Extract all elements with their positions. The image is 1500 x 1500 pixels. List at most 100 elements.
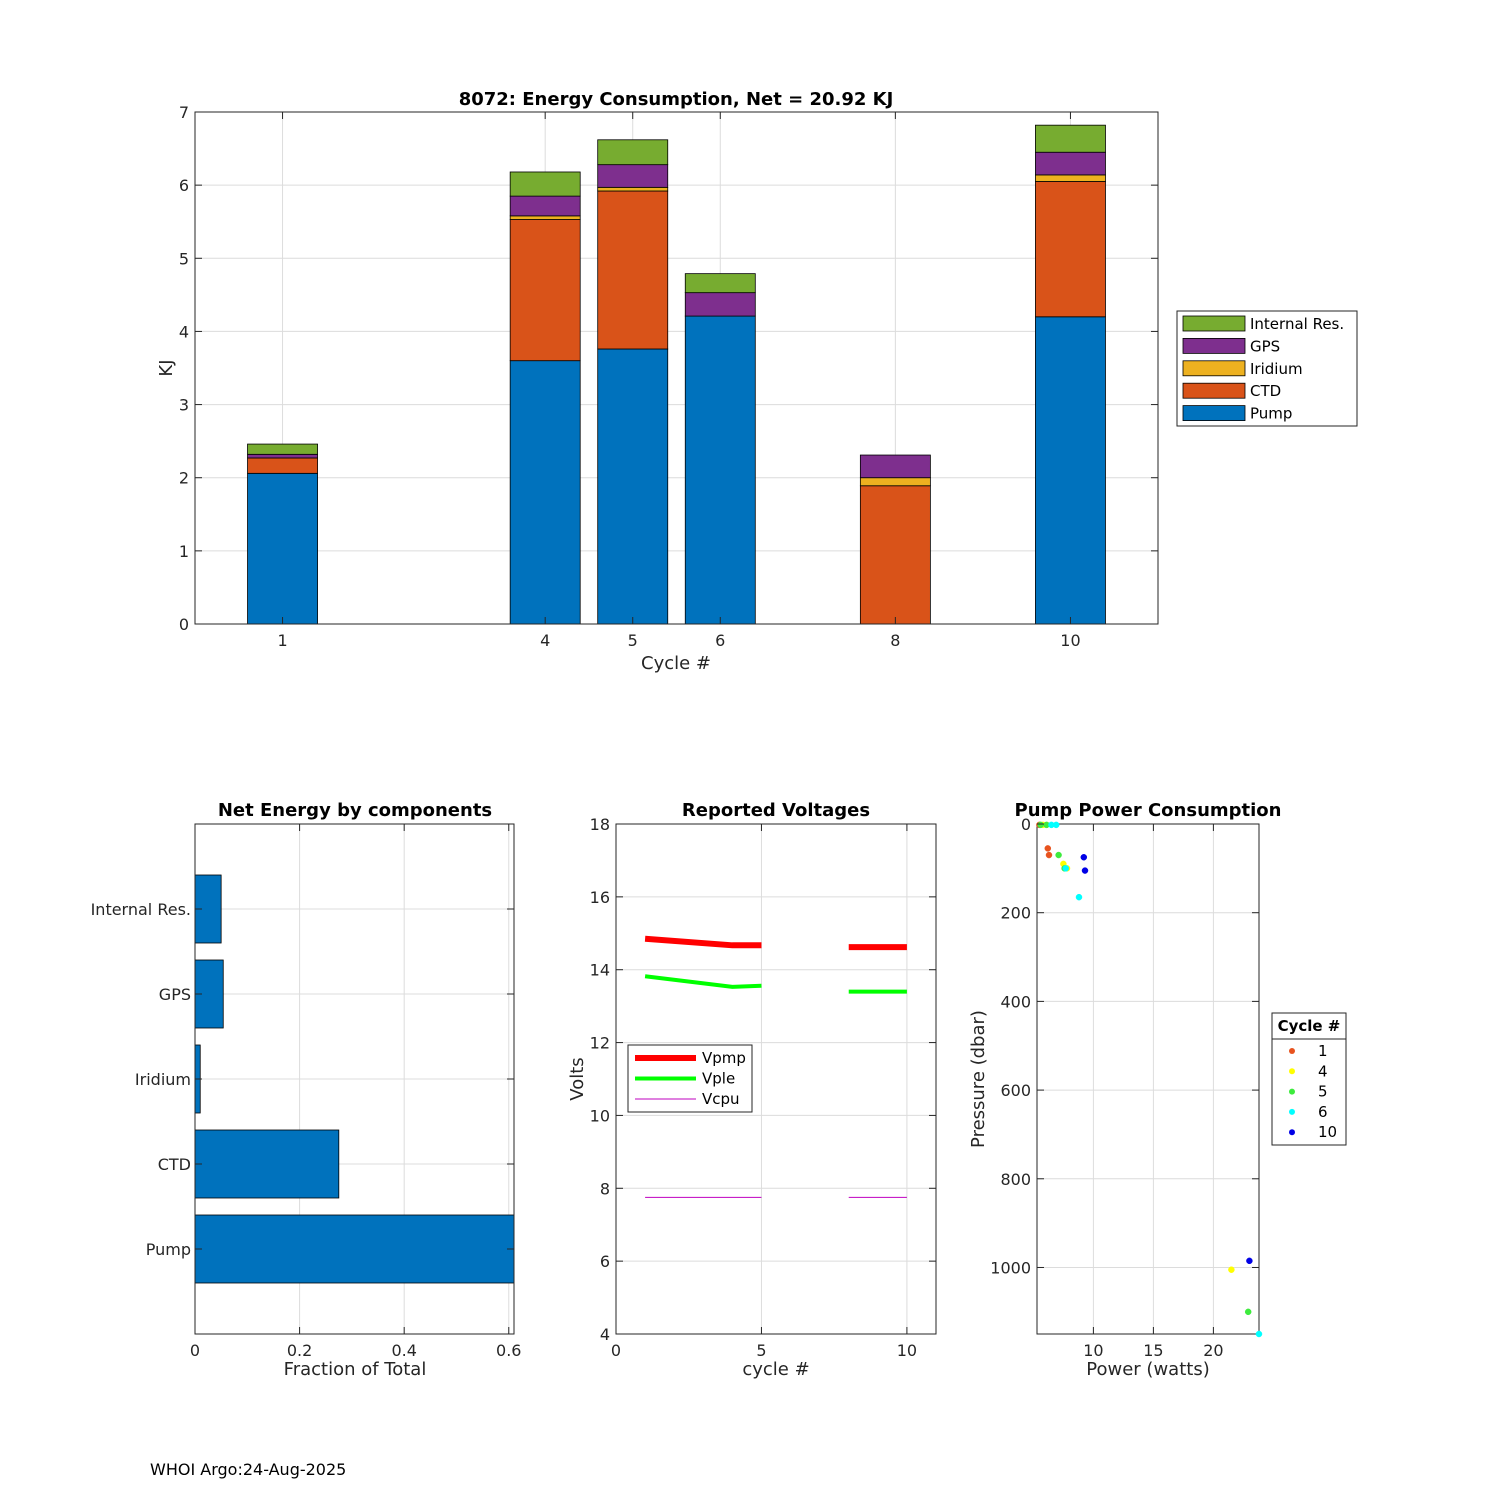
pump-power-chart: Pump Power Consumption 0 200 400 600 800 1000… [968,800,1347,1380]
pump-point-cycle-10-0 [1080,854,1088,861]
energy-bar-iridium-cycle-5 [597,186,669,192]
components-xtick-label: 0.6 [496,1341,521,1360]
pump-ytick-label: 400 [1000,992,1031,1011]
pump-point-cycle-10-1 [1081,867,1089,874]
pump-legend-label: 4 [1318,1062,1328,1080]
energy-legend-swatch [1182,337,1246,354]
pump-xtick-label: 10 [1083,1341,1103,1360]
pump-legend-marker [1289,1048,1295,1054]
components-xlabel: Fraction of Total [284,1359,427,1380]
pump-grid [1037,823,1259,1334]
energy-bar-internal-res--cycle-5 [597,139,669,166]
pump-legend-title: Cycle # [1278,1017,1341,1035]
components-xtick-label: 0 [190,1341,200,1360]
voltages-chart: Reported Voltages 4 6 8 10 12 14 16 18 0 5 10 cycl… [567,800,937,1380]
energy-bar-ctd-cycle-8 [859,485,931,625]
energy-xtick-label: 8 [890,631,900,650]
pump-point-cycle-5-0 [1037,821,1044,829]
energy-bar-ctd-cycle-4 [509,219,581,362]
voltages-xlabel: cycle # [742,1359,809,1380]
energy-xtick-label: 4 [540,631,550,650]
pump-point-cycle-5-4 [1244,1308,1252,1316]
pump-legend-marker [1289,1129,1295,1136]
energy-bar-internal-res--cycle-6 [684,273,756,294]
components-ytick-label: Iridium [135,1070,191,1089]
components-ytick-label: Pump [146,1240,191,1259]
energy-legend-swatch [1182,360,1246,377]
footer-credit: WHOI Argo:24-Aug-2025 [150,1460,347,1479]
components-ticks: 0 0.2 0.4 0.6 Pump CTD Iridium GPS Internal Res. [91,824,521,1360]
pump-ytick-label: 600 [1000,1081,1031,1100]
energy-bar-ctd-cycle-10 [1035,181,1106,318]
energy-ytick-label: 0 [179,615,189,634]
energy-bar-ctd-cycle-1 [247,457,318,474]
energy-bar-gps-cycle-10 [1035,151,1106,176]
energy-bar-gps-cycle-1 [247,453,318,459]
energy-bar-pump-cycle-5 [597,348,669,625]
pump-point-cycle-1-1 [1044,845,1052,852]
pump-points [1036,821,1263,1338]
voltages-xtick-label: 0 [611,1341,621,1360]
pump-point-cycle-10-2 [1246,1257,1253,1265]
voltages-legend-label: Vpmp [702,1049,746,1067]
energy-consumption-chart: 8072: Energy Consumption, Net = 20.92 KJ… [156,89,1358,674]
pump-ytick-label: 0 [1021,815,1031,834]
pump-legend-label: 6 [1318,1103,1328,1121]
energy-legend-label: Iridium [1250,360,1303,378]
pump-xlabel: Power (watts) [1086,1359,1209,1380]
voltages-ytick-label: 6 [600,1252,610,1271]
pump-point-cycle-6-1 [1052,821,1060,829]
voltages-xtick-label: 5 [756,1341,766,1360]
energy-ticks: 0 1 2 3 4 5 6 7 1 4 5 6 8 10 [179,103,1158,650]
energy-ytick-label: 7 [179,103,189,122]
pump-legend-marker [1289,1088,1295,1095]
voltages-xtick-label: 10 [897,1341,917,1360]
voltages-ytick-label: 16 [590,888,610,907]
voltages-ytick-label: 14 [590,961,610,980]
energy-legend-swatch [1182,315,1246,332]
energy-ytick-label: 1 [179,542,189,561]
pump-axes-frame [1036,823,1260,1335]
energy-grid [195,111,1158,625]
pump-legend-marker [1289,1068,1295,1075]
energy-ylabel: KJ [156,359,177,376]
energy-xlabel: Cycle # [641,653,711,674]
components-bar-ctd [194,1129,340,1199]
energy-bar-iridium-cycle-10 [1035,174,1106,182]
voltages-ytick-label: 12 [590,1034,610,1053]
voltages-chart-title: Reported Voltages [682,800,870,821]
pump-ytick-label: 1000 [990,1258,1031,1277]
voltages-ylabel: Volts [567,1057,588,1100]
pump-point-cycle-6-3 [1075,893,1083,901]
energy-bar-internal-res--cycle-10 [1035,124,1106,153]
pump-xtick-label: 20 [1203,1341,1223,1360]
energy-bar-ctd-cycle-5 [597,190,669,350]
pump-xtick-label: 15 [1143,1341,1163,1360]
energy-xtick-label: 5 [628,631,638,650]
energy-bar-iridium-cycle-8 [859,477,931,487]
energy-legend-label: Internal Res. [1250,315,1344,333]
voltages-ytick-label: 18 [590,815,610,834]
pump-legend-box [1271,1012,1347,1146]
pump-point-cycle-1-2 [1045,851,1053,859]
pump-legend-label: 5 [1318,1083,1328,1101]
pump-legend-label: 10 [1318,1123,1337,1141]
energy-ytick-label: 2 [179,469,189,488]
pump-point-cycle-4-3 [1228,1266,1235,1273]
energy-ytick-label: 4 [179,322,189,341]
energy-xtick-label: 6 [715,631,725,650]
energy-bar-internal-res--cycle-1 [247,443,318,455]
energy-bar-gps-cycle-4 [509,195,581,217]
energy-chart-title: 8072: Energy Consumption, Net = 20.92 KJ [459,89,894,110]
energy-bar-iridium-cycle-4 [509,215,581,220]
voltages-legend-label: Vcpu [702,1090,740,1108]
energy-bar-gps-cycle-5 [597,164,669,188]
energy-ytick-label: 6 [179,176,189,195]
pump-chart-title: Pump Power Consumption [1015,800,1282,821]
components-ytick-label: GPS [159,985,191,1004]
energy-legend-swatch [1182,382,1246,399]
voltages-ytick-label: 10 [590,1106,610,1125]
voltages-ticks: 4 6 8 10 12 14 16 18 0 5 10 [590,815,936,1360]
pump-legend-marker [1289,1108,1295,1115]
